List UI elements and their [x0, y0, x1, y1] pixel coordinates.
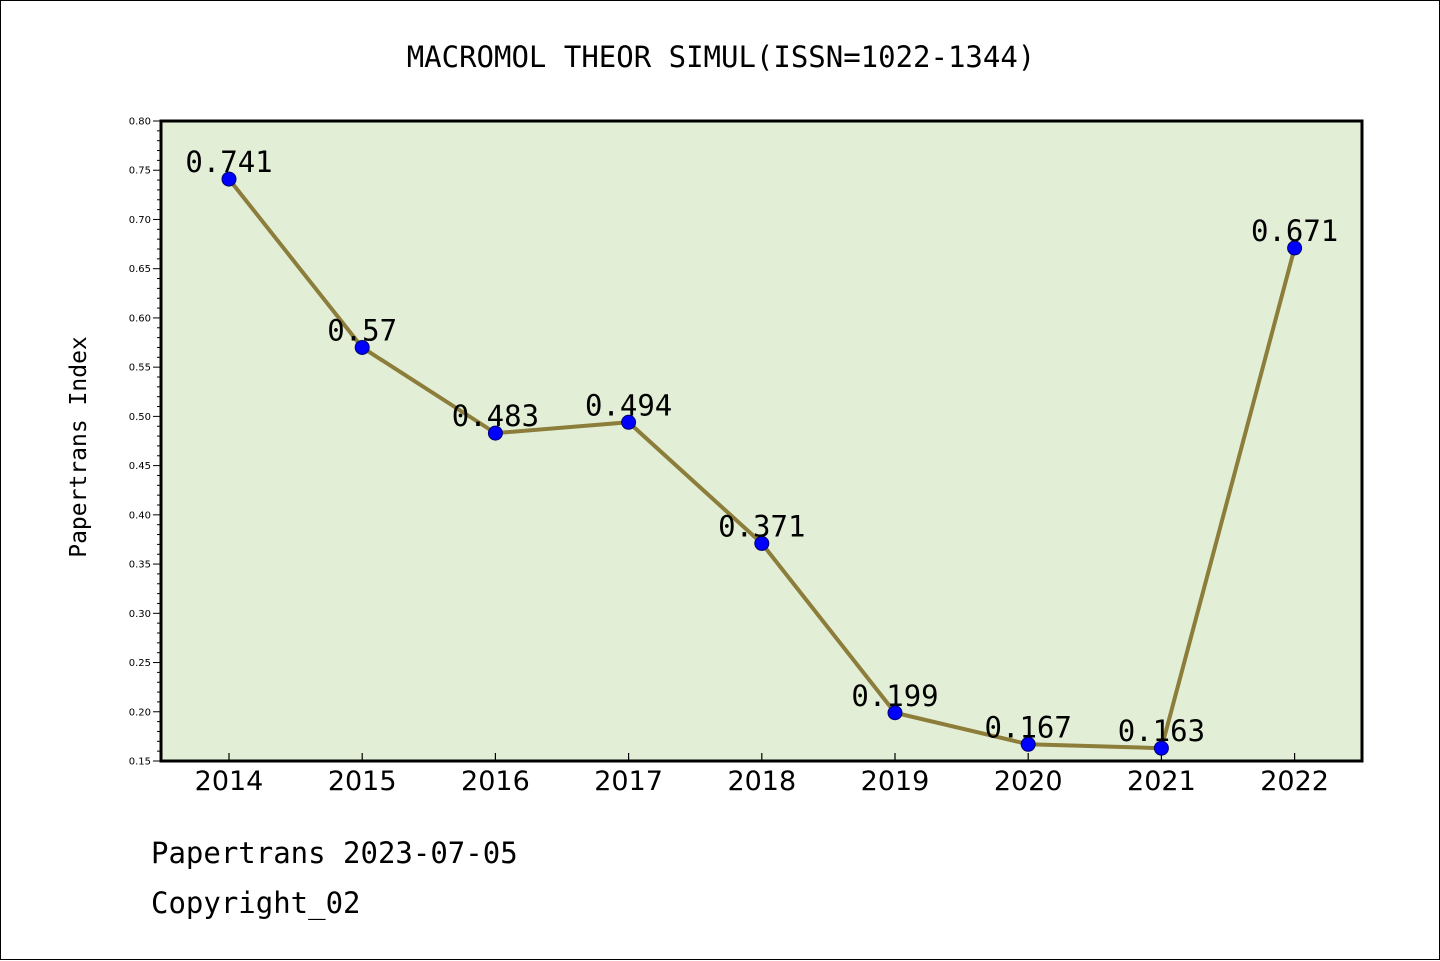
data-point-marker: [354, 339, 370, 355]
y-tick-label: 0.60: [129, 313, 151, 324]
y-tick-label: 0.20: [129, 707, 151, 718]
y-tick-label: 0.55: [129, 363, 151, 374]
y-tick-label: 0.65: [129, 264, 151, 275]
plot-area: [159, 119, 1364, 763]
data-label: 0.483: [452, 399, 539, 433]
x-tick-label: 2018: [727, 766, 796, 797]
data-labels: 0.741 0.57 0.483 0.494 0.371 0.199 0.167 0.163 0…: [185, 145, 1338, 748]
data-label: 0.741: [185, 145, 272, 179]
x-tick-label: 2016: [461, 766, 530, 797]
y-tick-label: 0.75: [129, 166, 151, 177]
data-label: 0.57: [327, 313, 397, 347]
data-point-marker: [887, 705, 903, 721]
y-tick-label: 0.50: [129, 412, 151, 423]
y-tick-label: 0.80: [129, 117, 151, 128]
data-label: 0.167: [985, 710, 1072, 744]
data-point-marker: [621, 414, 637, 430]
x-tick-label: 2017: [594, 766, 663, 797]
y-tick-label: 0.25: [129, 658, 151, 669]
footer-date-text: Papertrans 2023-07-05: [151, 836, 518, 870]
data-point-marker: [221, 171, 237, 187]
data-label: 0.494: [585, 388, 672, 422]
y-tick-label: 0.45: [129, 461, 151, 472]
x-axis-ticks: 2014 2015 2016 2017 2018 2019 2020 2021 2022: [195, 753, 1329, 797]
x-tick-label: 2014: [195, 766, 264, 797]
y-axis-ticks: 0.15 0.20 0.25 0.30 0.35 0.40 0.45 0.50 0.55 0.60…: [129, 117, 161, 768]
y-axis-label: Papertrans Index: [66, 336, 92, 558]
data-label: 0.163: [1118, 714, 1205, 748]
y-tick-label: 0.15: [129, 757, 151, 768]
data-markers: [221, 171, 1303, 756]
x-tick-label: 2019: [861, 766, 930, 797]
y-tick-label: 0.70: [129, 215, 151, 226]
data-point-marker: [754, 535, 770, 551]
y-tick-label: 0.40: [129, 510, 151, 521]
data-point-marker: [487, 425, 503, 441]
chart-title: MACROMOL THEOR SIMUL(ISSN=1022-1344): [407, 40, 1036, 74]
x-tick-label: 2022: [1260, 766, 1329, 797]
data-point-marker: [1153, 740, 1169, 756]
y-tick-label: 0.30: [129, 609, 151, 620]
x-tick-label: 2015: [328, 766, 397, 797]
data-label: 0.371: [718, 509, 805, 543]
data-point-marker: [1020, 736, 1036, 752]
x-tick-label: 2020: [994, 766, 1063, 797]
footer-copyright-text: Copyright_02: [151, 886, 361, 920]
data-label: 0.671: [1251, 214, 1338, 248]
data-label: 0.199: [851, 679, 938, 713]
x-tick-label: 2021: [1127, 766, 1196, 797]
y-tick-label: 0.35: [129, 560, 151, 571]
data-point-marker: [1287, 240, 1303, 256]
